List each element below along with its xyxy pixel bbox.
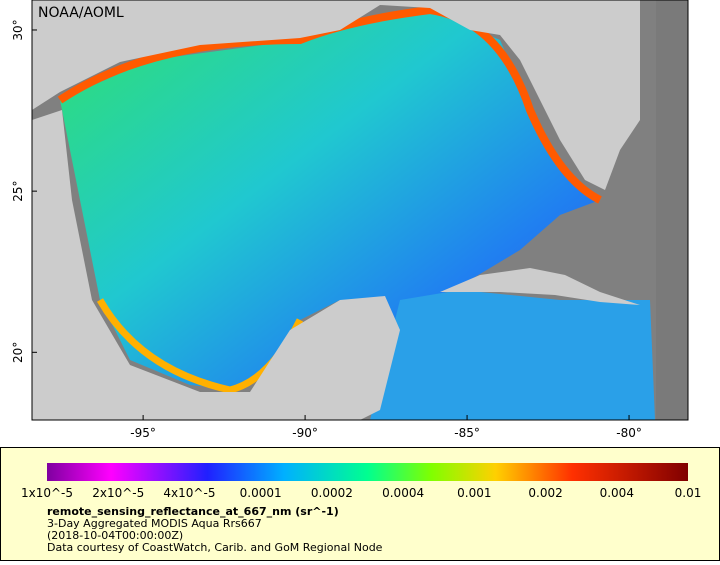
map-frame — [31, 0, 689, 421]
colorbar-label: 0.01 — [675, 486, 702, 500]
colorbar-label: 0.0002 — [311, 486, 353, 500]
colorbar-label: 4x10^-5 — [163, 486, 215, 500]
land-us — [32, 0, 640, 190]
data-field-caribbean — [370, 290, 655, 420]
lon-tick-label: -85° — [454, 426, 480, 440]
colorbar-label: 0.002 — [528, 486, 562, 500]
colorbar-label: 1x10^-5 — [21, 486, 73, 500]
caption-courtesy: Data courtesy of CoastWatch, Carib. and … — [47, 541, 383, 554]
colorbar — [47, 463, 688, 481]
land-cuba — [440, 268, 640, 305]
data-field — [60, 10, 600, 420]
coastal-high — [57, 5, 602, 204]
credit: NOAA/AOML — [38, 5, 124, 21]
land-mexico — [32, 110, 400, 420]
lat-tick-label: 20° — [11, 342, 25, 363]
caption-variable: remote_sensing_reflectance_at_667_nm (sr… — [47, 505, 339, 518]
lat-tick-label: 25° — [11, 181, 25, 202]
colorbar-label: 0.0001 — [240, 486, 282, 500]
lon-tick-label: -80° — [616, 426, 642, 440]
lat-tick-label: 30° — [11, 19, 25, 40]
colorbar-label: 0.001 — [457, 486, 491, 500]
no-data — [656, 0, 688, 420]
lon-tick-label: -95° — [130, 426, 156, 440]
lon-tick-label: -90° — [292, 426, 318, 440]
colorbar-label: 2x10^-5 — [92, 486, 144, 500]
colorbar-label: 0.004 — [600, 486, 634, 500]
caption-time: (2018-10-04T00:00:00Z) — [47, 529, 183, 542]
caption-dataset: 3-Day Aggregated MODIS Aqua Rrs667 — [47, 517, 262, 530]
map-area: NOAA/AOML — [32, 0, 688, 420]
colorbar-label: 0.0004 — [382, 486, 424, 500]
